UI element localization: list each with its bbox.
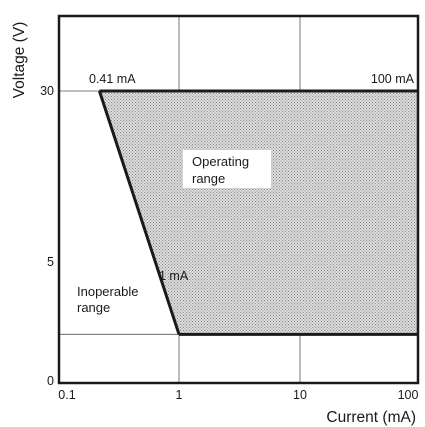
inoperable-range-label-line1: Inoperable [77, 284, 138, 299]
y-tick-label: 5 [47, 255, 54, 269]
x-tick-label: 1 [176, 388, 183, 402]
x-tick-label: 0.1 [58, 388, 75, 402]
plot-frame [57, 14, 420, 385]
operating-label-background [183, 150, 271, 188]
operating-range-area [99, 91, 419, 335]
y-tick-label: 30 [40, 84, 54, 98]
operating-range-slant-edge [98, 90, 181, 335]
y-axis-title: Voltage (V) [11, 22, 28, 99]
x-tick-label: 10 [293, 388, 307, 402]
annotation-0-41-ma: 0.41 mA [89, 72, 136, 86]
annotation-100-ma: 100 mA [371, 72, 415, 86]
inoperable-range-label-line2: range [77, 300, 110, 315]
x-tick-label: 100 [398, 388, 419, 402]
annotation-1-ma: 1 mA [159, 269, 189, 283]
operating-range-label-line2: range [192, 171, 225, 186]
y-tick-label: 0 [47, 374, 54, 388]
x-axis-title: Current (mA) [326, 409, 416, 426]
operating-range-label-line1: Operating [192, 154, 249, 169]
